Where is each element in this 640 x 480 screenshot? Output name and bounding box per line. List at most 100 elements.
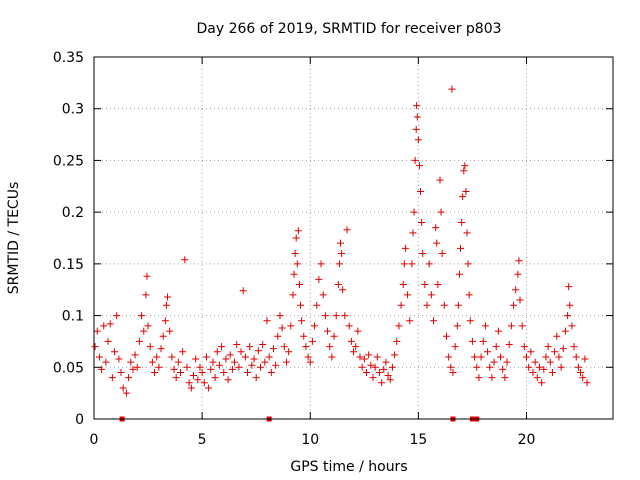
data-point	[177, 368, 184, 376]
data-point	[321, 312, 329, 320]
data-point	[174, 358, 182, 366]
data-point	[345, 322, 353, 330]
data-point	[360, 355, 368, 363]
data-point	[263, 317, 271, 325]
data-point	[484, 348, 492, 356]
data-point	[409, 229, 417, 237]
data-point	[432, 224, 440, 232]
data-point	[306, 358, 314, 366]
data-point	[302, 343, 310, 351]
data-point	[192, 355, 200, 363]
y-tick-label: 0.35	[53, 50, 84, 66]
data-point	[241, 353, 249, 361]
data-point	[514, 270, 522, 278]
data-point	[315, 275, 323, 283]
data-point	[285, 348, 293, 356]
data-point	[300, 332, 308, 340]
data-point	[157, 345, 165, 353]
data-point	[354, 327, 362, 335]
y-tick-label: 0.15	[53, 257, 84, 273]
data-point	[566, 301, 574, 309]
data-point	[475, 374, 483, 382]
data-point	[209, 358, 217, 366]
data-point	[459, 193, 467, 201]
data-point	[466, 317, 474, 325]
y-axis-tick-labels: 0 0.05 0.1 0.15 0.2 0.25 0.3 0.35	[53, 50, 84, 428]
data-point	[237, 348, 245, 356]
data-point	[411, 156, 419, 164]
data-point	[170, 365, 178, 373]
data-point	[449, 368, 457, 376]
data-point	[362, 368, 370, 376]
data-point	[458, 218, 466, 226]
data-point	[570, 343, 578, 351]
data-point	[412, 125, 420, 133]
data-point	[153, 353, 161, 361]
data-point	[207, 365, 215, 373]
data-point	[317, 260, 325, 268]
data-point	[384, 372, 392, 380]
data-point	[252, 374, 260, 382]
data-point	[515, 257, 523, 265]
data-point	[399, 281, 407, 289]
data-point	[413, 102, 421, 110]
data-point	[117, 368, 125, 376]
data-point	[222, 355, 230, 363]
data-point	[98, 365, 106, 373]
data-point	[215, 361, 223, 369]
data-point	[546, 358, 554, 366]
data-point	[358, 363, 366, 371]
y-tick-label: 0.1	[62, 309, 84, 325]
data-point	[343, 226, 351, 234]
data-point	[507, 322, 515, 330]
x-tick-label: 10	[301, 432, 319, 448]
data-point	[272, 361, 280, 369]
data-point	[460, 167, 468, 175]
y-tick-label: 0	[75, 412, 84, 428]
data-point	[434, 281, 442, 289]
data-point	[246, 343, 254, 351]
data-point	[555, 353, 563, 361]
data-point	[143, 272, 151, 280]
data-point	[102, 358, 110, 366]
data-point	[448, 85, 456, 93]
data-point	[311, 322, 319, 330]
data-point	[108, 374, 116, 382]
data-point	[131, 351, 139, 359]
data-point	[488, 374, 496, 382]
data-point	[93, 327, 101, 335]
data-point	[437, 208, 445, 216]
data-point	[529, 368, 537, 376]
data-point	[457, 244, 465, 252]
data-point	[261, 358, 269, 366]
data-point	[213, 348, 221, 356]
data-point	[276, 312, 284, 320]
data-point	[250, 355, 258, 363]
data-point	[287, 322, 295, 330]
data-point	[391, 351, 399, 359]
x-axis-label: GPS time / hours	[290, 459, 407, 475]
data-point	[200, 379, 208, 387]
data-point	[395, 322, 403, 330]
data-point	[304, 353, 312, 361]
data-point	[408, 260, 416, 268]
data-point	[481, 322, 489, 330]
data-point	[427, 291, 435, 299]
data-point	[393, 337, 401, 345]
plot-area-border	[93, 56, 614, 420]
data-point	[162, 301, 170, 309]
data-point	[138, 312, 146, 320]
data-point	[464, 260, 472, 268]
data-point	[224, 376, 232, 384]
data-point	[280, 343, 288, 351]
data-point	[172, 374, 180, 382]
data-point	[319, 291, 327, 299]
data-point	[269, 345, 277, 353]
data-point	[248, 361, 256, 369]
data-point	[559, 345, 567, 353]
data-point	[492, 343, 500, 351]
data-point	[113, 312, 121, 320]
data-point	[267, 368, 275, 376]
data-point	[341, 312, 349, 320]
data-point	[442, 332, 450, 340]
